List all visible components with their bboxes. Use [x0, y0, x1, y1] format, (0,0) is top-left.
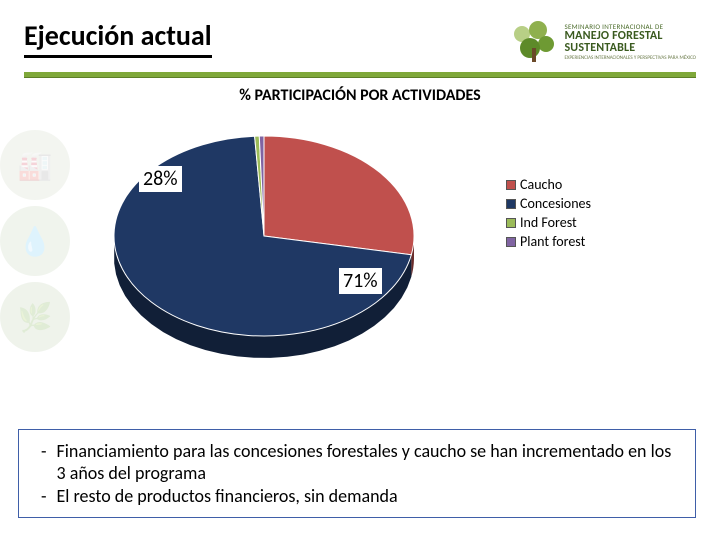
slice-data-label: 28%	[139, 166, 182, 192]
legend-label: Concesiones	[520, 195, 591, 212]
pie-chart	[114, 126, 414, 376]
chart-title: % PARTICIPACIÓN POR ACTIVIDADES	[24, 86, 696, 105]
accent-strip	[24, 72, 696, 78]
note-text: El resto de productos financieros, sin d…	[57, 485, 398, 508]
forest-logo-icon	[510, 18, 558, 66]
logo-line4: EXPERIENCIAS INTERNACIONALES Y PERSPECTI…	[564, 56, 696, 61]
logo-text: SEMINARIO INTERNACIONAL DE MANEJO FOREST…	[564, 23, 696, 61]
logo-line3: SUSTENTABLE	[564, 42, 696, 54]
legend-item: Concesiones	[506, 195, 591, 212]
page-title: Ejecución actual	[24, 18, 212, 58]
logo-block: SEMINARIO INTERNACIONAL DE MANEJO FOREST…	[510, 18, 696, 66]
legend-swatch	[506, 237, 516, 247]
legend-swatch	[506, 218, 516, 228]
header: Ejecución actual SEMINARIO INTERNACIONAL…	[24, 18, 696, 66]
legend-swatch	[506, 199, 516, 209]
page-root: Ejecución actual SEMINARIO INTERNACIONAL…	[0, 0, 720, 540]
note-bullet: -Financiamiento para las concesiones for…	[41, 440, 681, 485]
legend-swatch	[506, 180, 516, 190]
slice-data-label: 71%	[339, 268, 382, 294]
chart-area: % PARTICIPACIÓN POR ACTIVIDADES 28% 71% C…	[24, 86, 696, 416]
bullet-dash: -	[41, 485, 47, 508]
bullet-dash: -	[41, 440, 47, 485]
chart-legend: Caucho Concesiones Ind Forest Plant forest	[506, 176, 591, 252]
note-text: Financiamiento para las concesiones fore…	[57, 440, 681, 485]
legend-label: Ind Forest	[520, 214, 577, 231]
legend-item: Caucho	[506, 176, 591, 193]
legend-item: Ind Forest	[506, 214, 591, 231]
note-bullet: -El resto de productos financieros, sin …	[41, 485, 681, 508]
legend-label: Plant forest	[520, 233, 585, 250]
legend-label: Caucho	[520, 176, 562, 193]
legend-item: Plant forest	[506, 233, 591, 250]
notes-box: -Financiamiento para las concesiones for…	[18, 429, 696, 519]
